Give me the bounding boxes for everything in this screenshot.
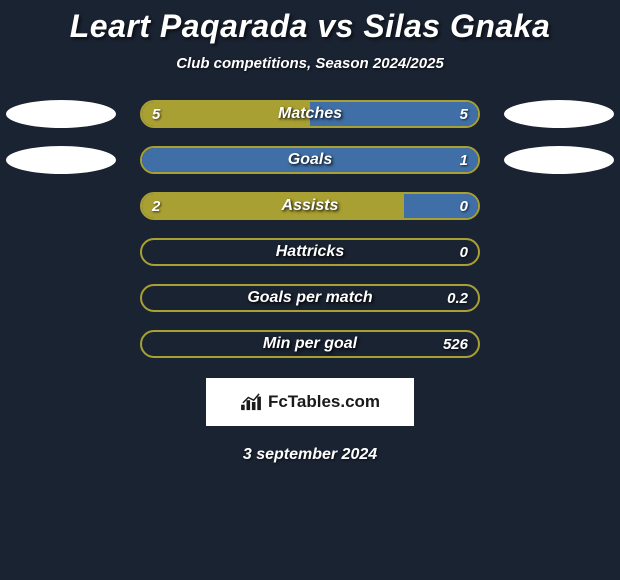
bar-fill-right [404,194,478,218]
stat-label: Hattricks [142,243,478,261]
stat-bar: Min per goal526 [140,330,480,358]
stat-value-right: 0 [460,244,468,261]
branding-text: FcTables.com [268,392,380,412]
stat-row: Matches55 [0,100,620,128]
stat-row: Goals1 [0,146,620,174]
stat-bar: Goals per match0.2 [140,284,480,312]
player-right-oval [504,146,614,174]
comparison-infographic: Leart Paqarada vs Silas Gnaka Club compe… [0,0,620,580]
bar-fill-right [142,148,478,172]
title: Leart Paqarada vs Silas Gnaka [70,8,551,45]
stat-row: Goals per match0.2 [0,284,620,312]
stat-row: Min per goal526 [0,330,620,358]
stat-row: Hattricks0 [0,238,620,266]
stat-label: Min per goal [142,335,478,353]
subtitle: Club competitions, Season 2024/2025 [176,55,444,72]
bar-fill-left [142,194,404,218]
date-text: 3 september 2024 [243,446,377,464]
stat-label: Goals per match [142,289,478,307]
stat-rows: Matches55 Goals1 Assists20 Hattricks0 Goals … [0,100,620,358]
player-left-oval [6,146,116,174]
stat-value-right: 526 [443,336,468,353]
stat-bar: Hattricks0 [140,238,480,266]
stat-value-right: 0.2 [447,290,468,307]
player-right-oval [504,100,614,128]
bar-fill-left [142,102,310,126]
player-left-oval [6,100,116,128]
stat-row: Assists20 [0,192,620,220]
branding-badge: FcTables.com [206,378,414,426]
stat-bar: Matches55 [140,100,480,128]
stat-bar: Goals1 [140,146,480,174]
stat-bar: Assists20 [140,192,480,220]
chart-icon [240,393,262,411]
bar-fill-right [310,102,478,126]
